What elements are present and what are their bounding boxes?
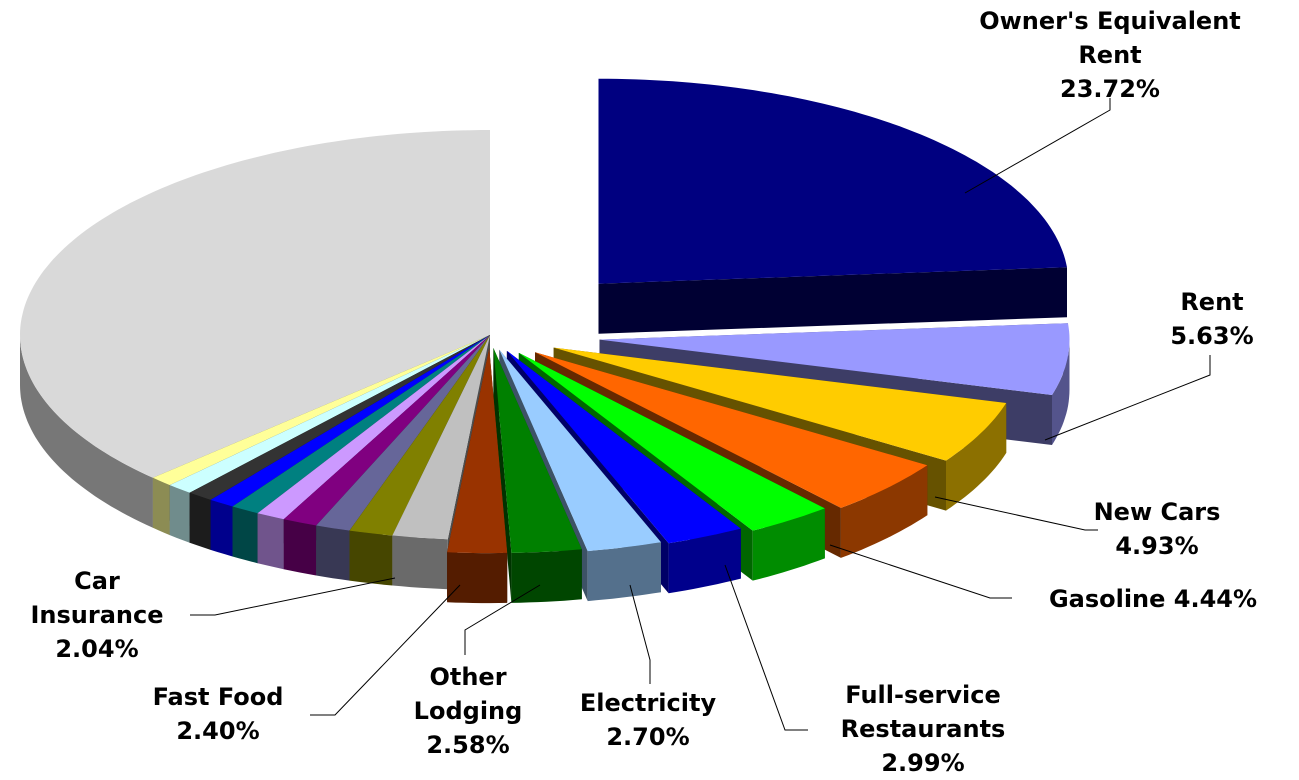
value-label: 4.44% <box>1174 585 1257 613</box>
slice-side <box>350 531 393 586</box>
slice-side <box>211 500 233 557</box>
slice-side <box>392 536 447 590</box>
leader-line <box>630 585 650 684</box>
slice-side <box>511 549 581 603</box>
value-label: 5.63% <box>1147 319 1277 353</box>
category-label: Electricity <box>548 686 748 720</box>
slice-side <box>170 485 190 543</box>
category-label: Full-service Restaurants <box>803 678 1043 746</box>
slice-side <box>153 478 170 535</box>
value-label: 2.70% <box>548 720 748 754</box>
value-label: 2.58% <box>398 728 538 762</box>
slice-side <box>233 507 258 564</box>
value-label: 2.99% <box>803 746 1043 780</box>
leader-line <box>830 545 1012 598</box>
category-label: New Cars <box>1057 495 1257 529</box>
slice <box>598 79 1067 284</box>
slice-side <box>284 519 316 575</box>
category-label: Rent <box>1147 285 1277 319</box>
value-label: 23.72% <box>965 72 1255 106</box>
slice-side <box>190 493 211 550</box>
slice-side <box>447 552 507 603</box>
value-label: 4.93% <box>1057 529 1257 563</box>
category-label: Fast Food <box>128 680 308 714</box>
value-label: 2.04% <box>7 632 187 666</box>
leader-line <box>1045 355 1210 440</box>
leader-line <box>190 578 395 615</box>
value-label: 2.40% <box>128 714 308 748</box>
category-label: Owner's Equivalent Rent <box>965 4 1255 72</box>
category-label: Other Lodging <box>398 660 538 728</box>
slice-label: Gasoline 4.44% <box>1003 582 1299 616</box>
slice-side <box>316 526 349 581</box>
slice-side <box>258 513 284 569</box>
slice-side <box>588 542 661 601</box>
category-label: Gasoline <box>1049 585 1165 613</box>
category-label: Car Insurance <box>7 564 187 632</box>
